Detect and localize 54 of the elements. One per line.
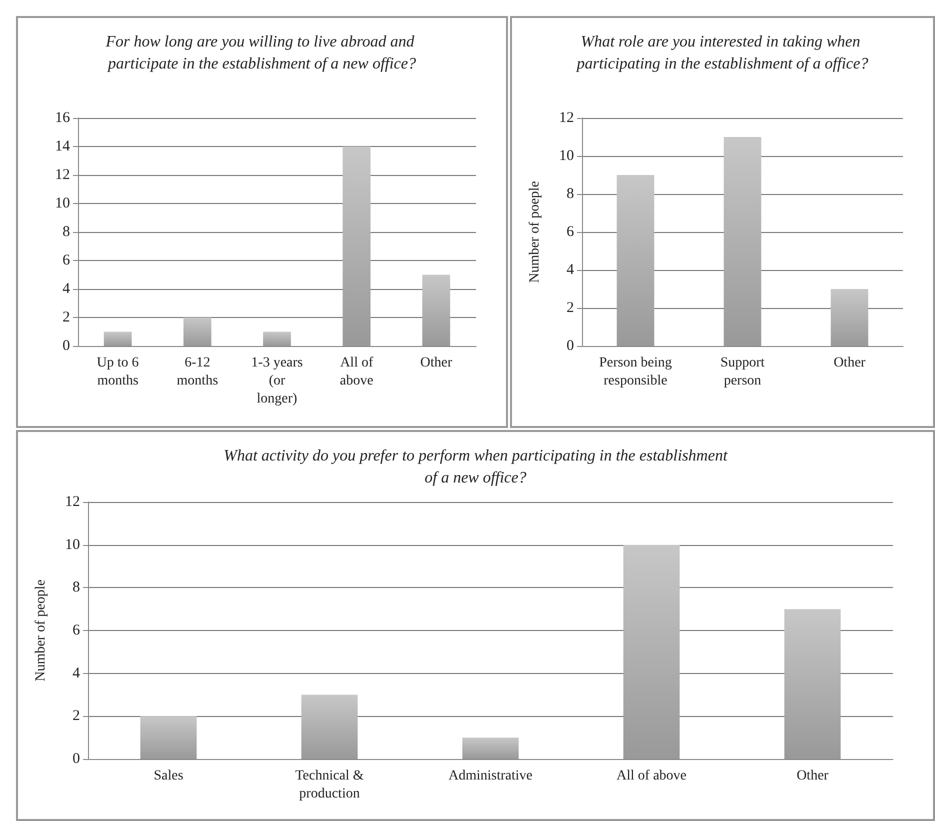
y-tick-label: 12 <box>55 167 70 183</box>
bar <box>724 137 762 346</box>
bar <box>183 318 212 346</box>
x-tick-label: Person being responsible <box>599 356 672 388</box>
y-tick-label: 16 <box>55 110 70 126</box>
bar <box>422 274 450 346</box>
y-tick-label: 10 <box>559 148 574 164</box>
y-tick-label: 10 <box>65 536 80 553</box>
x-tick-label: Support person <box>720 356 765 388</box>
y-tick-label: 0 <box>566 338 574 354</box>
chart-title: What role are you interested in taking when participating in the establishment of a office? <box>576 34 868 72</box>
bar <box>462 738 519 759</box>
x-tick-label: 1-3 years (or longer) <box>251 356 303 406</box>
y-tick-label: 0 <box>62 338 70 354</box>
x-tick-label: Other <box>796 768 829 784</box>
bar <box>104 332 132 346</box>
y-tick-label: 6 <box>566 224 574 240</box>
y-axis-title: Number of poeple <box>528 181 542 283</box>
x-tick-label: Other <box>420 356 452 370</box>
y-tick-label: 12 <box>65 494 80 510</box>
y-tick-label: 8 <box>72 580 80 596</box>
y-tick-label: 8 <box>62 224 70 240</box>
y-axis-title: Number of people <box>34 580 48 682</box>
y-tick-label: 8 <box>566 186 574 202</box>
y-tick-label: 10 <box>55 196 70 212</box>
x-tick-label: Technical & production <box>295 768 364 802</box>
bar <box>342 146 371 346</box>
y-tick-label: 12 <box>559 110 574 126</box>
y-tick-label: 14 <box>55 138 70 154</box>
bar <box>830 289 868 346</box>
x-tick-label: All of above <box>616 768 686 784</box>
x-tick-label: Administrative <box>448 768 532 784</box>
y-tick-label: 2 <box>72 708 80 724</box>
y-tick-label: 2 <box>62 310 70 326</box>
y-tick-label: 6 <box>72 622 80 638</box>
chart-title: For how long are you willing to live abroad and participate in the establishment of a new office? <box>104 34 418 72</box>
chart-title: What activity do you prefer to perform when participating in the establishment of a new office? <box>224 448 728 486</box>
bar <box>140 716 197 759</box>
y-tick-label: 4 <box>62 281 70 297</box>
bar <box>623 544 680 759</box>
x-tick-label: Other <box>834 356 866 370</box>
x-tick-label: Sales <box>154 768 184 784</box>
x-tick-label: 6-12 months <box>176 356 218 388</box>
bar <box>263 332 291 346</box>
y-tick-label: 0 <box>72 751 80 767</box>
bar <box>784 609 841 759</box>
x-tick-label: Up to 6 months <box>96 356 139 388</box>
y-tick-label: 4 <box>72 665 80 682</box>
bar <box>616 175 654 346</box>
y-tick-label: 6 <box>62 252 70 268</box>
bar <box>301 694 358 759</box>
x-tick-label: All of above <box>340 356 374 388</box>
y-tick-label: 2 <box>566 300 574 316</box>
y-tick-label: 4 <box>566 262 574 278</box>
